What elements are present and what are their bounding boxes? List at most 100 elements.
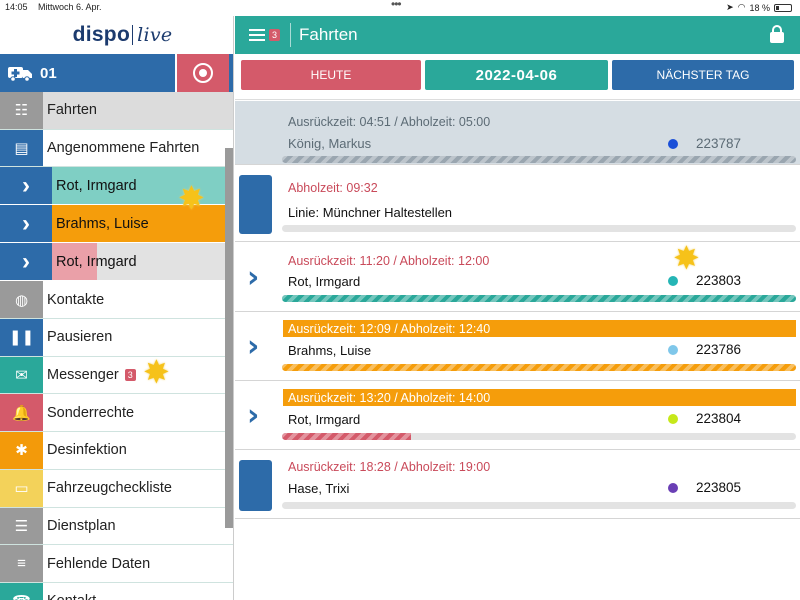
trip-card[interactable]: › Ausrückzeit: 13:20 / Abholzeit: 14:00 Ro… xyxy=(235,381,800,450)
trip-list: Ausrückzeit: 04:51 / Abholzeit: 05:00 Kön… xyxy=(235,101,800,600)
accepted-trip-label: Rot, Irmgard xyxy=(56,177,137,194)
logo-text: disp xyxy=(72,23,117,46)
lock-icon[interactable] xyxy=(770,25,784,43)
trip-progress-bar xyxy=(282,295,796,302)
chevron-right-icon: › xyxy=(0,243,52,281)
sidebar-item-fehlende-daten[interactable]: ≡ Fehlende Daten xyxy=(0,545,233,583)
vehicle-selector[interactable]: 01 xyxy=(0,54,176,92)
sidebar-menu: ☷ Fahrten ▤ Angenommene Fahrten › Rot, Irmgar… xyxy=(0,92,233,600)
phone-icon: ☎ xyxy=(0,582,43,600)
id-card-icon: ▤ xyxy=(0,129,43,167)
chevron-right-icon: › xyxy=(0,205,52,243)
sidebar-item-label: Sonderrechte xyxy=(47,404,135,421)
trip-times: Abholzeit: 09:32 xyxy=(288,180,378,195)
sidebar-item-label: Messenger xyxy=(47,367,119,384)
sidebar-item-angenommene-fahrten[interactable]: ▤ Angenommene Fahrten xyxy=(0,129,233,168)
trip-times: Ausrückzeit: 18:28 / Abholzeit: 19:00 xyxy=(288,459,491,474)
trip-progress-bar xyxy=(282,225,796,232)
trip-card[interactable]: › Ausrückzeit: 12:09 / Abholzeit: 12:40 Br… xyxy=(235,312,800,381)
chevron-right-icon[interactable]: › xyxy=(247,329,260,364)
trip-card[interactable]: Ausrückzeit: 04:51 / Abholzeit: 05:00 Kön… xyxy=(235,101,800,165)
page-title: Fahrten xyxy=(299,25,358,44)
header-badge: 3 xyxy=(269,29,281,41)
bell-icon: 🔔 xyxy=(0,394,43,432)
status-icons: ➤ ◠ 18 % xyxy=(726,2,792,13)
trip-progress-fill xyxy=(52,205,233,243)
trip-number: 223803 xyxy=(696,273,742,288)
sidebar: disp o live 01 ☷ Fahrten ▤ Angenommene Fahrte… xyxy=(0,16,234,600)
accepted-trip-item[interactable]: › Rot, Irmgard xyxy=(0,243,233,282)
sidebar-scrollbar[interactable] xyxy=(225,148,233,528)
sidebar-item-fahrzeugcheckliste[interactable]: ▭ Fahrzeugcheckliste xyxy=(0,469,233,508)
trip-progress-fill xyxy=(52,243,98,281)
current-date[interactable]: 2022-04-06 xyxy=(425,60,608,90)
trip-number: 223786 xyxy=(696,342,742,357)
sidebar-item-label: Angenommene Fahrten xyxy=(47,140,200,157)
accepted-trip-label: Brahms, Luise xyxy=(56,215,149,232)
trip-progress-bar xyxy=(282,502,796,509)
sidebar-item-desinfektion[interactable]: ✱ Desinfektion xyxy=(0,432,233,470)
trip-marker xyxy=(239,460,272,511)
today-button[interactable]: HEUTE xyxy=(241,60,421,90)
status-dot xyxy=(668,483,678,493)
wifi-icon: ◠ xyxy=(737,2,746,12)
trip-number: 223787 xyxy=(696,136,742,151)
vehicle-label: 01 xyxy=(40,64,57,82)
radio-button[interactable] xyxy=(177,54,230,92)
trip-card[interactable]: › Ausrückzeit: 11:20 / Abholzeit: 12:00 Ro… xyxy=(235,242,800,312)
trip-progress-bar xyxy=(282,364,796,371)
highlight-star-icon: ✸ xyxy=(143,354,170,390)
vehicle-row: 01 xyxy=(0,54,233,92)
sidebar-item-sonderrechte[interactable]: 🔔 Sonderrechte xyxy=(0,394,233,433)
day-navigation: HEUTE 2022-04-06 NÄCHSTER TAG xyxy=(235,54,800,100)
accepted-trip-item[interactable]: › Rot, Irmgard xyxy=(0,167,233,206)
trip-number: 223805 xyxy=(696,480,742,495)
trip-card[interactable]: Abholzeit: 09:32 Linie: Münchner Halteste… xyxy=(235,165,800,242)
bug-icon: ✱ xyxy=(0,432,43,469)
trip-times: Ausrückzeit: 13:20 / Abholzeit: 14:00 xyxy=(283,389,796,406)
logo-live: live xyxy=(137,24,173,46)
chevron-right-icon[interactable]: › xyxy=(247,260,260,295)
status-date: Mittwoch 6. Apr. xyxy=(38,2,102,12)
trip-name: Rot, Irmgard xyxy=(288,412,361,427)
sidebar-item-label: Kontakte xyxy=(47,291,105,308)
trip-card[interactable]: Ausrückzeit: 18:28 / Abholzeit: 19:00 Has… xyxy=(235,450,800,519)
sidebar-item-fahrten[interactable]: ☷ Fahrten xyxy=(0,92,233,130)
trip-progress-fill xyxy=(282,364,796,371)
pause-icon: ❚❚ xyxy=(0,319,43,356)
list-icon: ☰ xyxy=(0,507,43,545)
status-dot xyxy=(668,276,678,286)
sidebar-item-pausieren[interactable]: ❚❚ Pausieren xyxy=(0,319,233,357)
status-dot xyxy=(668,345,678,355)
trip-progress-fill xyxy=(282,433,411,440)
sidebar-item-label: Fahrzeugcheckliste xyxy=(47,480,172,497)
sidebar-item-messenger[interactable]: ✉ Messenger 3 xyxy=(0,356,233,395)
messenger-badge: 3 xyxy=(124,369,136,382)
database-icon: ≡ xyxy=(0,545,43,582)
chevron-right-icon[interactable]: › xyxy=(247,398,260,433)
trip-progress-bar xyxy=(282,156,796,163)
sidebar-item-kontakte[interactable]: ◍ Kontakte xyxy=(0,281,233,320)
accepted-trip-item[interactable]: › Brahms, Luise xyxy=(0,205,233,244)
envelope-icon: ✉ xyxy=(0,356,43,394)
next-day-button[interactable]: NÄCHSTER TAG xyxy=(612,60,794,90)
accepted-trip-label: Rot, Irmgard xyxy=(56,253,137,270)
clipboard-icon: ▭ xyxy=(0,469,43,507)
trip-times: Ausrückzeit: 11:20 / Abholzeit: 12:00 xyxy=(288,253,490,268)
highlight-star-icon: ✸ xyxy=(673,240,700,276)
trip-name: Hase, Trixi xyxy=(288,481,350,496)
logo-o: o xyxy=(116,23,131,46)
trip-times: Ausrückzeit: 04:51 / Abholzeit: 05:00 xyxy=(288,114,491,129)
trip-progress-bar xyxy=(282,433,796,440)
sidebar-item-kontakt[interactable]: ☎ Kontakt xyxy=(0,582,233,600)
status-dot xyxy=(668,139,678,149)
chevron-right-icon: › xyxy=(0,167,52,205)
sidebar-item-label: Fehlende Daten xyxy=(47,555,151,572)
trip-progress-fill xyxy=(282,156,796,163)
users-icon: ◍ xyxy=(0,281,43,319)
ambulance-icon xyxy=(0,54,40,92)
multitasking-dots-icon[interactable]: ••• xyxy=(391,0,402,11)
trip-name: Rot, Irmgard xyxy=(288,274,361,289)
sidebar-item-dienstplan[interactable]: ☰ Dienstplan xyxy=(0,507,233,546)
menu-icon[interactable] xyxy=(249,29,265,41)
